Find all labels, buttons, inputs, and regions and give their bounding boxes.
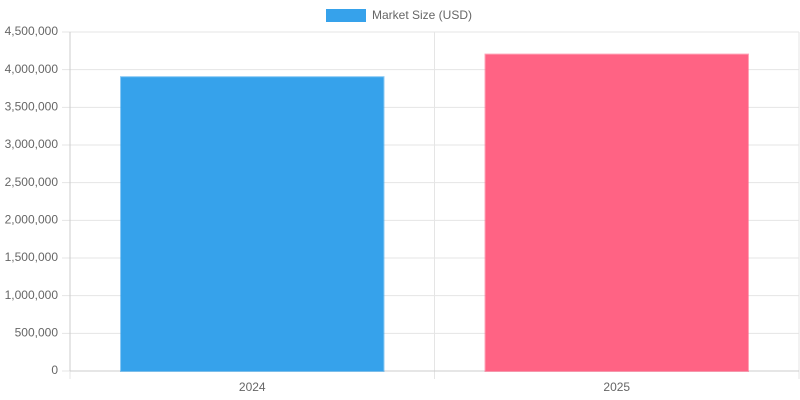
- y-tick-label: 1,000,000: [5, 288, 59, 302]
- y-tick-label: 1,500,000: [5, 250, 59, 264]
- y-tick-label: 4,500,000: [5, 24, 59, 38]
- x-tick-label: 2024: [239, 380, 266, 394]
- bar: [120, 76, 385, 372]
- y-tick-label: 3,000,000: [5, 137, 59, 151]
- legend-swatch: [326, 9, 366, 22]
- y-tick-label: 500,000: [15, 326, 59, 340]
- bar: [484, 53, 749, 372]
- legend-label: Market Size (USD): [372, 8, 472, 22]
- y-tick-label: 3,500,000: [5, 100, 59, 114]
- y-tick-label: 2,500,000: [5, 175, 59, 189]
- y-tick-label: 2,000,000: [5, 213, 59, 227]
- y-tick-label: 0: [51, 363, 58, 377]
- y-tick-label: 4,000,000: [5, 62, 59, 76]
- x-tick-label: 2025: [603, 380, 630, 394]
